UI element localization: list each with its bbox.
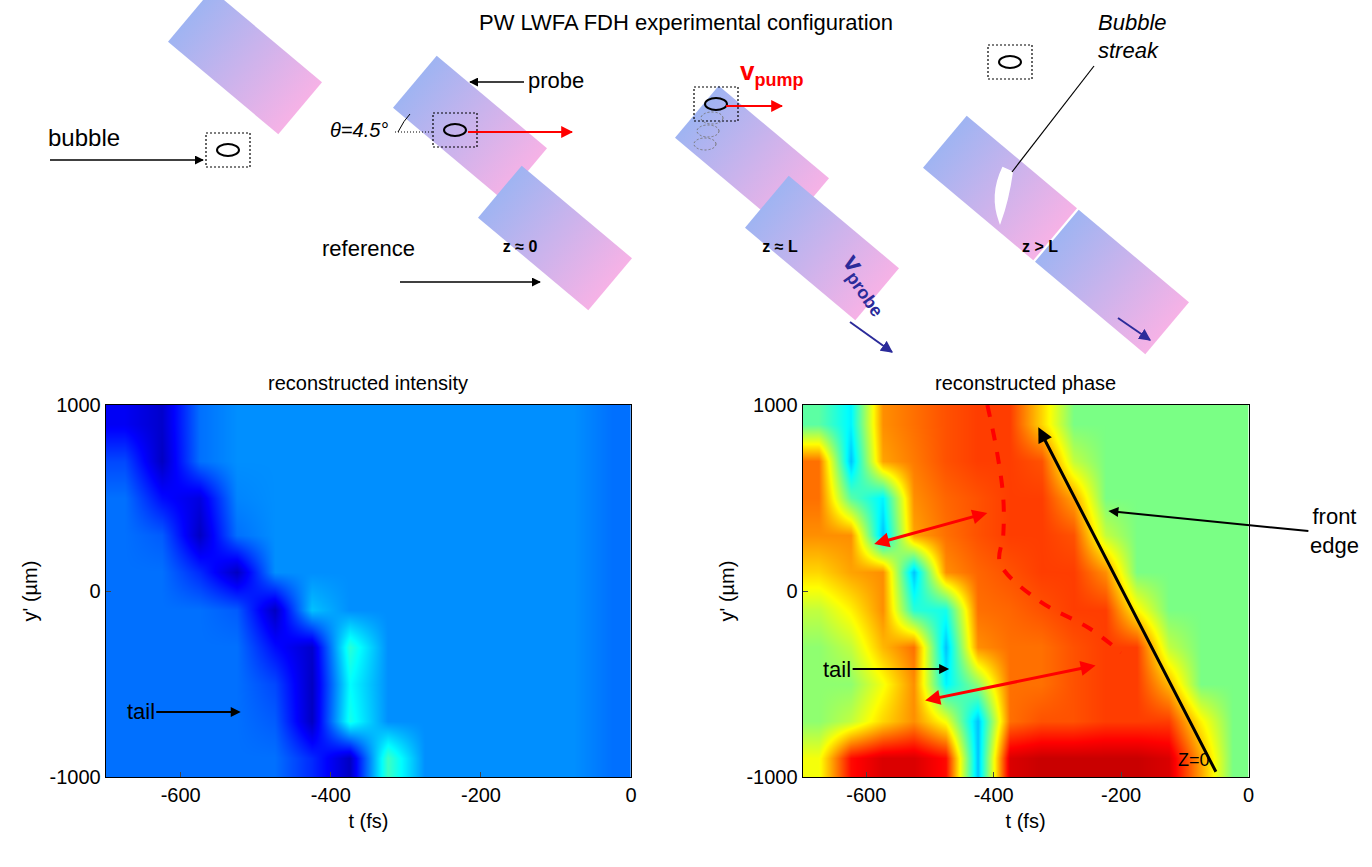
svg-text:0: 0 <box>90 580 101 602</box>
svg-text:z > L: z > L <box>1022 238 1058 255</box>
svg-text:t (fs): t (fs) <box>348 810 388 832</box>
svg-text:tail: tail <box>127 699 155 724</box>
svg-text:reconstructed phase: reconstructed phase <box>935 372 1116 394</box>
svg-text:frontedge: frontedge <box>1310 504 1359 558</box>
svg-text:-200: -200 <box>461 784 501 806</box>
svg-text:-600: -600 <box>161 784 201 806</box>
svg-text:1000: 1000 <box>56 394 101 416</box>
svg-text:bubble: bubble <box>48 124 120 151</box>
svg-text:-400: -400 <box>311 784 351 806</box>
svg-text:1000: 1000 <box>753 394 798 416</box>
svg-text:z ≈ 0: z ≈ 0 <box>503 238 538 255</box>
svg-text:tail: tail <box>823 657 851 682</box>
svg-text:vpump: vpump <box>740 56 803 90</box>
svg-text:0: 0 <box>1243 784 1254 806</box>
svg-text:probe: probe <box>528 68 584 93</box>
svg-text:y' (µm): y' (µm) <box>19 561 41 622</box>
svg-text:reconstructed intensity: reconstructed intensity <box>268 372 468 394</box>
svg-text:θ=4.5°: θ=4.5° <box>330 119 388 141</box>
svg-text:t (fs): t (fs) <box>1006 810 1046 832</box>
svg-text:0: 0 <box>626 784 637 806</box>
svg-text:vprobe: vprobe <box>834 248 899 320</box>
svg-text:-200: -200 <box>1101 784 1141 806</box>
svg-text:reference: reference <box>322 236 415 261</box>
svg-text:-400: -400 <box>974 784 1014 806</box>
svg-text:Bubble: Bubble <box>1098 10 1167 35</box>
svg-text:-600: -600 <box>846 784 886 806</box>
svg-text:-1000: -1000 <box>746 766 797 788</box>
svg-text:streak: streak <box>1098 38 1159 63</box>
svg-text:-1000: -1000 <box>49 766 100 788</box>
svg-text:Z=0: Z=0 <box>1178 750 1210 770</box>
svg-text:PW LWFA FDH experimental confi: PW LWFA FDH experimental configuration <box>479 10 893 35</box>
svg-text:y' (µm): y' (µm) <box>716 561 738 622</box>
svg-text:z ≈ L: z ≈ L <box>762 238 798 255</box>
svg-text:0: 0 <box>786 580 797 602</box>
